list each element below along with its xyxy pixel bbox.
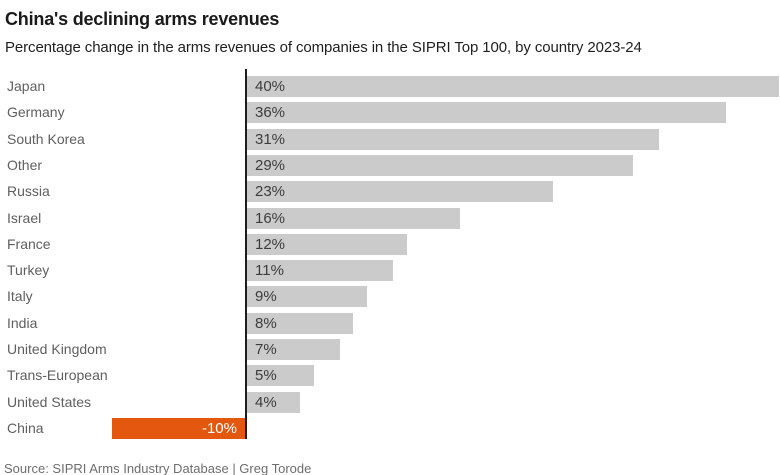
value-label: 11% [255,262,284,279]
bar: 12% [247,234,407,255]
category-label: India [7,315,38,331]
category-label: United Kingdom [7,341,107,357]
value-label: -10% [201,420,237,437]
value-label: 36% [255,104,286,121]
bar: 40% [247,76,779,97]
bar: 29% [247,155,633,176]
bar: 4% [247,392,300,413]
zero-axis-line [245,69,247,439]
value-label: 12% [255,236,286,253]
value-label: 40% [255,78,286,95]
category-label: France [7,236,51,252]
category-label: Germany [7,104,65,120]
value-label: 7% [255,341,277,358]
value-label: 5% [255,367,277,384]
chart-card: China's declining arms revenues Percenta… [0,9,780,475]
category-label: Turkey [7,262,50,278]
source-note: Source: SIPRI Arms Industry Database | G… [4,461,312,475]
bar: 36% [247,102,726,123]
bar: 8% [247,313,353,334]
bar-chart: Japan 40% Germany 36% South Korea 31% Other 29%… [0,69,780,439]
bar: 31% [247,129,659,150]
value-label: 29% [255,157,286,174]
category-label: Israel [7,210,42,226]
category-label: Russia [7,183,50,199]
value-label: 9% [255,288,277,305]
bar: 7% [247,339,340,360]
category-label: South Korea [7,131,85,147]
bar: 5% [247,365,314,386]
value-label: 16% [255,210,286,227]
bar: 9% [247,286,367,307]
category-label: Japan [7,78,46,94]
value-label: 31% [255,131,286,148]
category-label: United States [7,394,92,410]
bar: 16% [247,208,460,229]
category-label: Other [7,157,43,173]
chart-subtitle: Percentage change in the arms revenues o… [5,39,642,56]
category-label: China [7,420,44,436]
value-label: 4% [255,394,277,411]
value-label: 23% [255,183,286,200]
category-label: Trans-European [7,367,108,383]
bar: -10% [112,418,245,439]
bar: 23% [247,181,553,202]
value-label: 8% [255,315,277,332]
bar: 11% [247,260,393,281]
chart-title: China's declining arms revenues [5,9,280,29]
category-label: Italy [7,288,33,304]
